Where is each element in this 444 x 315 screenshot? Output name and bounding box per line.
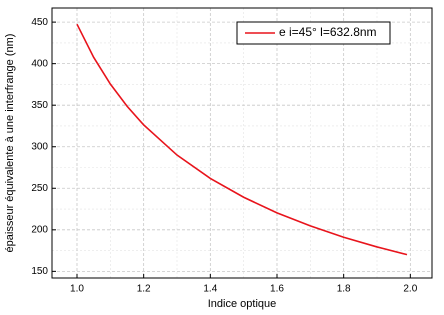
y-tick-label: 450 xyxy=(31,17,48,28)
data-line xyxy=(76,23,408,256)
x-tick-label: 1.2 xyxy=(137,284,151,295)
y-tick-label: 350 xyxy=(31,100,48,111)
x-tick-label: 1.8 xyxy=(337,284,351,295)
y-tick-label: 400 xyxy=(31,58,48,69)
plot-frame xyxy=(51,7,433,279)
y-tick-label: 300 xyxy=(31,141,48,152)
x-axis-title: Indice optique xyxy=(208,298,277,310)
x-tick-label: 1.4 xyxy=(203,284,217,295)
x-tick-label: 1.6 xyxy=(270,284,284,295)
x-tick-label: 1.0 xyxy=(70,284,84,295)
x-tick-label: 2.0 xyxy=(403,284,417,295)
legend-label: e i=45° l=632.8nm xyxy=(279,25,377,39)
y-tick-label: 150 xyxy=(31,266,48,277)
y-tick-label: 250 xyxy=(31,183,48,194)
y-axis-title: épaisseur équivalente à une interfrange … xyxy=(4,34,16,253)
y-tick-label: 200 xyxy=(31,224,48,235)
legend-box xyxy=(236,21,391,45)
